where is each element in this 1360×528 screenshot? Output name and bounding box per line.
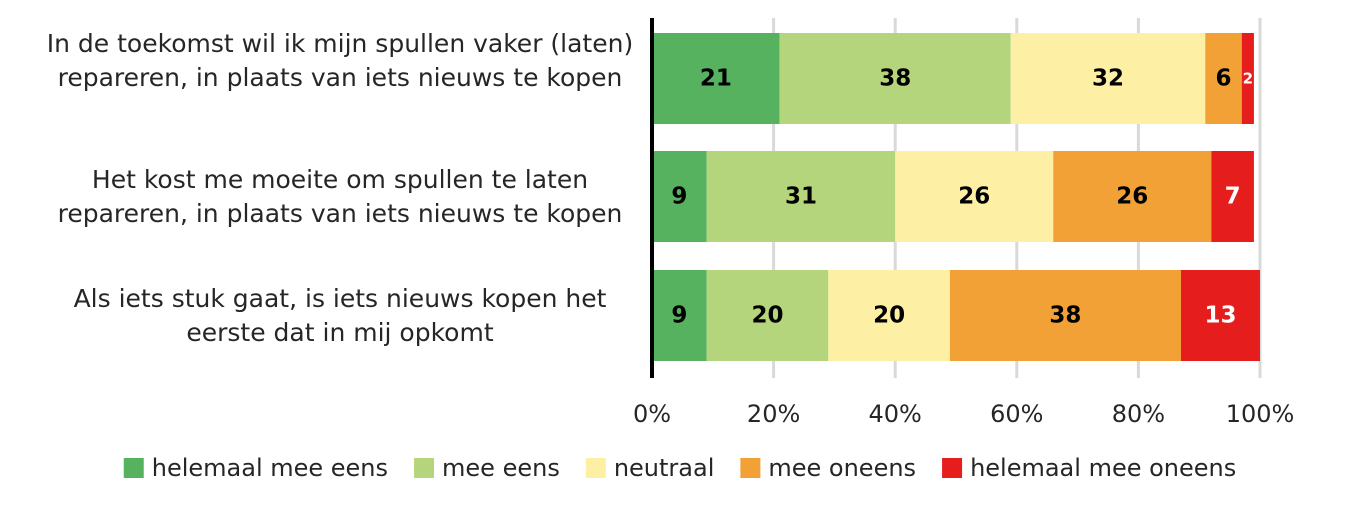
legend-swatch [123, 458, 144, 478]
data-label: 31 [785, 184, 817, 210]
data-label: 6 [1216, 66, 1232, 92]
bar-segment [706, 151, 896, 242]
bar-segment [1211, 151, 1254, 242]
bar-segment [652, 270, 707, 361]
data-label: 9 [671, 184, 687, 210]
bar-segment [1241, 33, 1254, 124]
bar-segment [828, 270, 950, 361]
bar-segment [706, 270, 829, 361]
data-label: 38 [879, 66, 911, 92]
data-label: 26 [958, 184, 990, 210]
bar-segment [949, 270, 1181, 361]
data-label: 20 [752, 303, 784, 329]
category-label-3: Als iets stuk gaat, is iets nieuws kopen… [73, 284, 607, 347]
legend-label: helemaal mee eens [152, 454, 388, 482]
bar-segment [1205, 33, 1242, 124]
bar-segment [1180, 270, 1260, 361]
x-tick-label: 80% [1112, 400, 1165, 428]
legend-swatch [942, 458, 963, 478]
data-label: 9 [671, 303, 687, 329]
data-label: 2 [1243, 70, 1253, 88]
data-label: 32 [1092, 66, 1124, 92]
data-label: 7 [1225, 184, 1241, 210]
legend-label: mee oneens [768, 454, 916, 482]
data-label: 38 [1049, 303, 1081, 329]
x-tick-label: 40% [869, 400, 922, 428]
bar-segment [779, 33, 1011, 124]
bar-segment [652, 151, 707, 242]
x-tick-label: 0% [633, 400, 671, 428]
legend-label: neutraal [614, 454, 715, 482]
data-label: 21 [700, 66, 732, 92]
data-label: 13 [1204, 303, 1236, 329]
category-label-2: Het kost me moeite om spullen te laten r… [57, 165, 623, 228]
data-label: 20 [873, 303, 905, 329]
x-tick-label: 20% [747, 400, 800, 428]
legend-swatch [414, 458, 435, 478]
bar-segment [652, 33, 780, 124]
bar-segment [1053, 151, 1212, 242]
legend-label: helemaal mee oneens [970, 454, 1236, 482]
legend-swatch [585, 458, 606, 478]
x-tick-label: 60% [990, 400, 1043, 428]
legend-swatch [740, 458, 761, 478]
category-label-1: In de toekomst wil ik mijn spullen vaker… [46, 29, 634, 92]
bar-segment [1010, 33, 1206, 124]
data-label: 26 [1116, 184, 1148, 210]
bar-segment [895, 151, 1054, 242]
x-tick-label: 100% [1226, 400, 1295, 428]
legend-label: mee eens [442, 454, 560, 482]
